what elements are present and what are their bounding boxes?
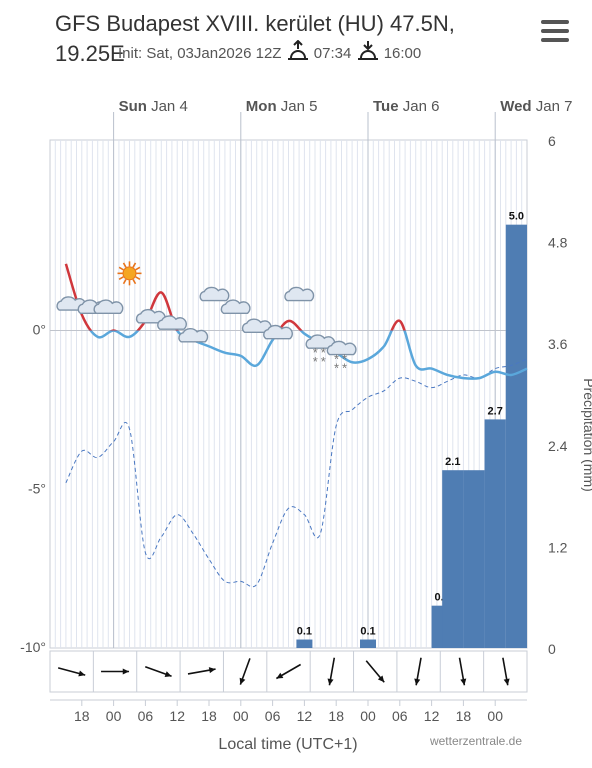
snow-cloud-icon: * ** *	[326, 340, 357, 376]
x-tick-label: 12	[297, 708, 313, 724]
precip-bar	[505, 224, 527, 648]
svg-text:*: *	[313, 345, 318, 360]
svg-text:*: *	[313, 354, 318, 369]
wind-arrow-icon	[502, 657, 510, 686]
svg-text:*: *	[342, 352, 347, 367]
x-tick-label: 00	[106, 708, 122, 724]
precip-bar	[296, 639, 313, 648]
page-title: GFS Budapest XVIII. kerület (HU) 47.5N, …	[55, 11, 455, 66]
sunset-icon	[357, 41, 378, 60]
wind-arrow-icon	[327, 657, 336, 686]
precipitation-bars: 0.10.10.52.12.75.0	[296, 211, 527, 648]
precip-tick-label: 0	[548, 641, 556, 657]
precip-bar	[463, 470, 485, 648]
x-tick-label: 12	[424, 708, 440, 724]
x-tick-label: 00	[233, 708, 249, 724]
temp-tick-label: -10°	[20, 639, 46, 655]
cloud-icon	[157, 315, 187, 330]
source-credit[interactable]: wetterzentrale.de	[429, 734, 522, 748]
init-text: Init: Sat, 03Jan2026 12Z	[118, 45, 282, 62]
wind-arrow-icon	[239, 658, 251, 685]
precipitation-axis-label: Precipitation (mm)	[581, 378, 592, 492]
wind-arrow-icon	[414, 657, 422, 686]
cloud-icon	[93, 299, 124, 314]
x-tick-label: 06	[265, 708, 281, 724]
precip-tick-label: 3.6	[548, 336, 568, 352]
cloud-icon	[199, 286, 230, 302]
temp-tick-label: 0°	[33, 322, 46, 338]
sunrise-time: 07:34	[313, 45, 352, 62]
weather-icons: * ** * * ** *	[56, 261, 357, 376]
temperature-line-cold	[89, 330, 528, 380]
wind-arrow-icon	[101, 668, 130, 675]
cloud-icon	[263, 324, 293, 340]
x-tick-label: 18	[328, 708, 344, 724]
x-axis: 18 00 06 12 18 00 06 12 18 00 06 12 18 00	[50, 699, 527, 724]
x-tick-label: 18	[74, 708, 90, 724]
precip-tick-label: 6	[548, 133, 556, 149]
svg-text:*: *	[334, 361, 339, 376]
x-tick-label: 06	[392, 708, 408, 724]
x-tick-label: 18	[456, 708, 472, 724]
svg-text:*: *	[321, 354, 326, 369]
day-label-sun: Sun Jan 4	[119, 98, 188, 115]
sunset-time: 16:00	[383, 45, 422, 62]
sun-icon	[117, 261, 142, 286]
precip-value-label: 5.0	[509, 211, 524, 223]
dewpoint-line	[65, 358, 528, 588]
wind-arrow-icon	[57, 667, 86, 677]
wind-arrow-icon	[458, 657, 467, 686]
precip-value-label: 2.7	[488, 405, 503, 417]
precip-tick-label: 2.4	[548, 438, 568, 454]
x-tick-label: 00	[487, 708, 503, 724]
snow-cloud-icon: * ** *	[305, 334, 336, 369]
wind-arrow-icon	[187, 667, 216, 675]
wind-arrow-icon	[144, 665, 172, 678]
day-label-wed: Wed Jan 7	[500, 98, 572, 115]
svg-text:*: *	[342, 361, 347, 376]
temp-tick-label: -5°	[28, 480, 46, 496]
svg-text:*: *	[321, 345, 326, 360]
cloud-icon	[178, 328, 209, 343]
x-tick-label: 06	[138, 708, 154, 724]
wind-arrow-icon	[275, 663, 302, 680]
cloud-icon	[220, 299, 251, 314]
precip-value-label: 0.1	[297, 626, 312, 638]
sunrise-icon	[287, 39, 308, 60]
x-axis-label: Local time (UTC+1)	[218, 736, 357, 753]
precip-tick-label: 4.8	[548, 235, 568, 251]
y-axes: 0° -5° -10° 6 4.8 3.6 2.4 1.2 0	[20, 133, 568, 657]
precip-tick-label: 1.2	[548, 539, 568, 555]
wind-row	[49, 650, 528, 693]
precip-bar	[442, 470, 464, 648]
cloud-icon	[284, 286, 315, 302]
precip-value-label: 2.1	[445, 456, 460, 468]
day-labels: Sun Jan 4 Mon Jan 5 Tue Jan 6 Wed Jan 7	[119, 98, 573, 115]
precip-bar	[484, 419, 506, 648]
x-tick-label: 18	[201, 708, 217, 724]
precip-value-label: 0.1	[360, 626, 375, 638]
precip-bar	[360, 639, 376, 648]
hamburger-icon[interactable]	[541, 20, 569, 42]
day-label-mon: Mon Jan 5	[246, 98, 318, 115]
x-tick-label: 12	[169, 708, 185, 724]
day-label-tue: Tue Jan 6	[373, 98, 439, 115]
wind-arrow-icon	[365, 660, 385, 683]
init-info: Init: Sat, 03Jan2026 12Z 07:34 16:00	[118, 36, 421, 62]
svg-text:*: *	[334, 352, 339, 367]
x-tick-label: 00	[360, 708, 376, 724]
